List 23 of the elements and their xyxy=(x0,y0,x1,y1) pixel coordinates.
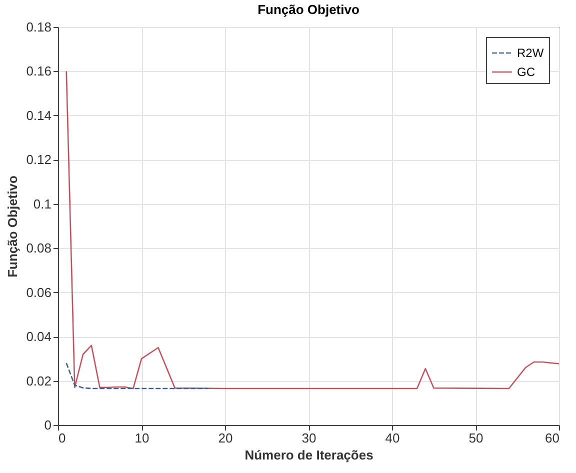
x-tick-label: 10 xyxy=(134,430,150,446)
y-tick-label: 0 xyxy=(44,418,52,432)
x-tick-label: 50 xyxy=(468,430,484,446)
y-tick-label: 0.02 xyxy=(26,373,52,388)
y-tick-label: 0.16 xyxy=(26,64,52,79)
legend-label: R2W xyxy=(517,46,544,60)
legend-label: GC xyxy=(517,65,536,79)
y-tick-label: 0.1 xyxy=(33,196,52,212)
y-tick-label: 0.14 xyxy=(26,108,52,123)
x-tick-label: 0 xyxy=(58,430,66,446)
x-tick-label: 20 xyxy=(218,430,233,446)
line-series xyxy=(66,362,209,390)
y-tick-label: 0.06 xyxy=(26,284,52,300)
y-tick-label: 0.04 xyxy=(26,329,52,344)
y-tick-label: 0.18 xyxy=(26,20,52,34)
x-tick-label: 40 xyxy=(385,430,400,446)
y-tick-label: 0.08 xyxy=(26,240,52,256)
x-tick-label: 30 xyxy=(302,430,316,446)
x-axis-title: Número de Iterações xyxy=(244,448,374,462)
y-tick-label: 0.12 xyxy=(26,152,52,168)
chart-title: Função Objetivo xyxy=(258,2,360,17)
y-axis-title: Função Objetivo xyxy=(5,176,20,278)
x-tick-label: 60 xyxy=(545,430,560,446)
